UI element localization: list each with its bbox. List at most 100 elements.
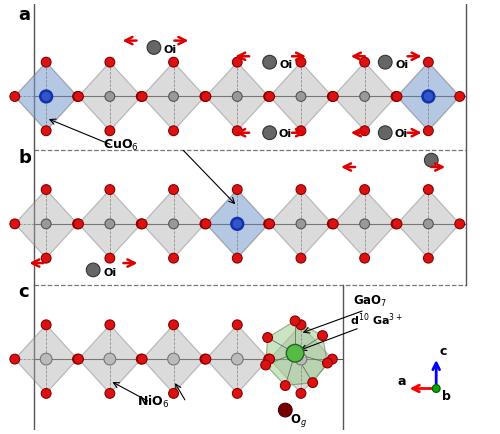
- Polygon shape: [142, 325, 205, 393]
- Circle shape: [136, 92, 146, 102]
- Circle shape: [105, 126, 115, 136]
- Text: a: a: [397, 375, 406, 388]
- Circle shape: [296, 126, 306, 136]
- Circle shape: [424, 219, 434, 229]
- Text: GaO$_7$: GaO$_7$: [353, 294, 387, 309]
- Circle shape: [201, 92, 211, 102]
- Circle shape: [278, 403, 292, 417]
- Circle shape: [264, 92, 274, 102]
- Polygon shape: [142, 62, 205, 131]
- Circle shape: [136, 219, 146, 229]
- Circle shape: [232, 320, 242, 330]
- Circle shape: [322, 358, 332, 368]
- Circle shape: [360, 253, 370, 263]
- Circle shape: [455, 92, 464, 102]
- Circle shape: [296, 219, 306, 229]
- Circle shape: [264, 219, 274, 229]
- Circle shape: [432, 385, 440, 392]
- Text: Oi: Oi: [280, 60, 292, 70]
- Text: a: a: [18, 6, 30, 24]
- Circle shape: [296, 92, 306, 102]
- Polygon shape: [78, 190, 141, 258]
- Circle shape: [42, 219, 51, 229]
- Circle shape: [200, 92, 210, 102]
- Circle shape: [201, 354, 211, 364]
- Circle shape: [296, 388, 306, 398]
- Circle shape: [261, 360, 270, 370]
- Circle shape: [262, 332, 272, 342]
- Circle shape: [200, 354, 210, 364]
- Circle shape: [138, 354, 147, 364]
- Text: d$^{10}$ Ga$^{3+}$: d$^{10}$ Ga$^{3+}$: [350, 312, 403, 328]
- Circle shape: [424, 153, 438, 167]
- Circle shape: [105, 219, 115, 229]
- Circle shape: [328, 219, 337, 229]
- Polygon shape: [266, 321, 328, 385]
- Circle shape: [296, 57, 306, 67]
- Circle shape: [105, 184, 115, 194]
- Circle shape: [360, 219, 370, 229]
- Polygon shape: [397, 62, 460, 131]
- Polygon shape: [15, 325, 78, 393]
- Circle shape: [232, 353, 243, 365]
- Circle shape: [232, 218, 243, 230]
- Circle shape: [280, 381, 290, 391]
- Circle shape: [424, 126, 434, 136]
- Circle shape: [296, 184, 306, 194]
- Polygon shape: [334, 190, 396, 258]
- Text: Oi: Oi: [103, 268, 116, 278]
- Circle shape: [295, 353, 307, 365]
- Circle shape: [42, 126, 51, 136]
- Circle shape: [232, 126, 242, 136]
- Text: b: b: [442, 390, 451, 403]
- Circle shape: [168, 253, 178, 263]
- Circle shape: [296, 320, 306, 330]
- Circle shape: [40, 91, 52, 102]
- Circle shape: [72, 354, 83, 364]
- Circle shape: [392, 219, 402, 229]
- Circle shape: [232, 253, 242, 263]
- Circle shape: [42, 388, 51, 398]
- Circle shape: [360, 126, 370, 136]
- Circle shape: [392, 92, 402, 102]
- Circle shape: [168, 184, 178, 194]
- Circle shape: [232, 184, 242, 194]
- Circle shape: [286, 345, 304, 362]
- Circle shape: [264, 92, 274, 102]
- Circle shape: [391, 219, 401, 229]
- Circle shape: [168, 320, 178, 330]
- Circle shape: [138, 92, 147, 102]
- Polygon shape: [270, 190, 332, 258]
- Circle shape: [200, 219, 210, 229]
- Circle shape: [328, 219, 338, 229]
- Circle shape: [168, 388, 178, 398]
- Circle shape: [424, 253, 434, 263]
- Circle shape: [262, 126, 276, 140]
- Circle shape: [422, 91, 434, 102]
- Circle shape: [328, 354, 337, 364]
- Circle shape: [42, 253, 51, 263]
- Circle shape: [40, 353, 52, 365]
- Text: Oi: Oi: [278, 128, 291, 138]
- Circle shape: [104, 353, 116, 365]
- Text: NiO$_6$: NiO$_6$: [138, 394, 170, 410]
- Circle shape: [264, 354, 274, 364]
- Circle shape: [232, 92, 242, 102]
- Circle shape: [360, 57, 370, 67]
- Circle shape: [360, 184, 370, 194]
- Circle shape: [378, 55, 392, 69]
- Circle shape: [264, 219, 274, 229]
- Polygon shape: [15, 190, 78, 258]
- Circle shape: [318, 331, 328, 341]
- Circle shape: [360, 92, 370, 102]
- Text: c: c: [439, 345, 446, 358]
- Circle shape: [105, 320, 115, 330]
- Circle shape: [42, 57, 51, 67]
- Polygon shape: [78, 325, 141, 393]
- Circle shape: [105, 57, 115, 67]
- Circle shape: [201, 219, 211, 229]
- Circle shape: [168, 92, 178, 102]
- Circle shape: [10, 92, 20, 102]
- Circle shape: [86, 263, 100, 277]
- Circle shape: [74, 354, 84, 364]
